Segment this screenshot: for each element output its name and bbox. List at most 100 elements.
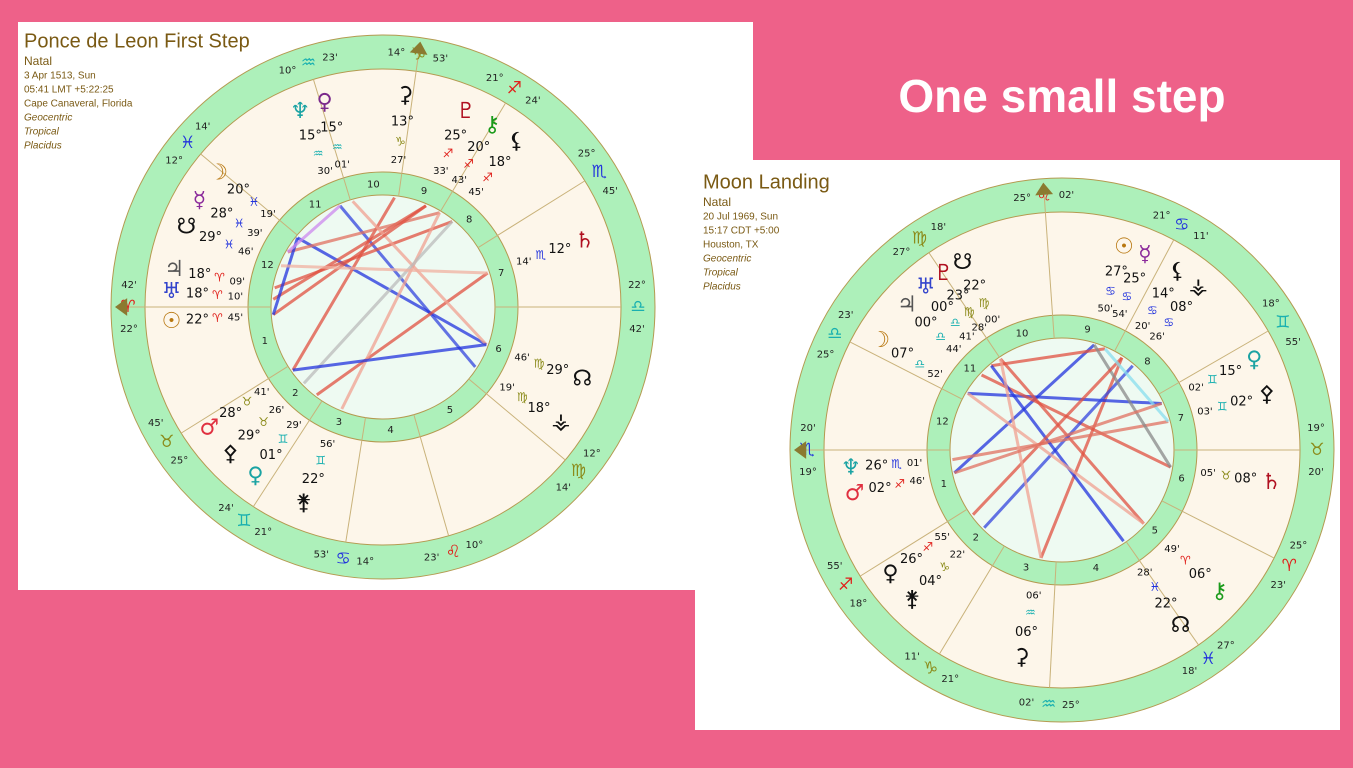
planet-sign: ♏ — [891, 457, 902, 471]
planet-degree: 00° — [931, 300, 954, 315]
cusp-sign: ♊ — [1275, 313, 1290, 333]
planet-glyph: ⚷ — [484, 112, 500, 137]
house-cusp-tick — [947, 508, 968, 522]
cusp-degree: 10° — [279, 66, 297, 77]
planet-degree: 22° — [1154, 597, 1177, 612]
planet-sign: ♍ — [979, 296, 990, 310]
cusp-sign: ♒ — [1041, 695, 1056, 715]
cusp-degree: 22° — [120, 324, 138, 335]
cusp-sign: ♎ — [827, 324, 842, 344]
planet-sign: ♐ — [922, 540, 933, 554]
planet-sign: ♐ — [894, 477, 905, 491]
planet-degree: 22° — [186, 312, 209, 327]
chart-type: Natal — [703, 195, 731, 209]
planet-minutes: 56' — [320, 439, 335, 450]
aspect-line — [999, 357, 1145, 525]
planet-sign: ♐ — [463, 157, 474, 171]
house-cusp-line — [1124, 239, 1175, 332]
house-cusp-line — [1182, 510, 1275, 559]
planet-minutes: 14' — [516, 256, 531, 267]
cusp-sign: ♍ — [571, 461, 586, 481]
planet-glyph: ⚴ — [1259, 382, 1275, 407]
planet-degree: 26° — [865, 459, 888, 474]
cusp-minutes: 55' — [827, 561, 842, 572]
planet-degree: 25° — [444, 128, 467, 143]
cusp-minutes: 24' — [218, 503, 233, 514]
house-cusp-line — [1178, 330, 1269, 383]
planet-glyph: ⚶ — [551, 409, 570, 434]
house-number: 11 — [964, 363, 977, 374]
planet-degree: 14° — [1152, 287, 1175, 302]
planet-degree: 01° — [260, 448, 283, 463]
planet-sign: ♈ — [212, 288, 223, 302]
house-cusp-tick — [279, 219, 298, 236]
cusp-degree: 25° — [170, 455, 188, 466]
cusp-sign: ♓ — [1201, 649, 1216, 669]
aspect-line — [340, 212, 441, 410]
cusp-minutes: 23' — [424, 552, 439, 563]
planet-degree: 18° — [489, 155, 512, 170]
planet-sign: ♓ — [224, 237, 235, 251]
house-cusp-line — [401, 47, 420, 174]
planet-glyph: ♃ — [897, 292, 917, 317]
planet-minutes: 02' — [1188, 382, 1203, 393]
cusp-degree: 19° — [1307, 423, 1325, 434]
chart-title: Ponce de Leon First Step — [24, 30, 250, 52]
planet-sign: ♋ — [1105, 284, 1116, 298]
cusp-minutes: 18' — [1182, 666, 1197, 677]
planet-minutes: 20' — [1135, 321, 1150, 332]
cusp-degree: 25° — [578, 149, 596, 160]
planet-minutes: 26' — [1149, 332, 1164, 343]
cusp-minutes: 45' — [148, 418, 163, 429]
chart-time: 15:17 CDT +5:00 — [703, 226, 780, 237]
house-number: 2 — [973, 533, 979, 544]
planet-sign: ♒ — [1025, 605, 1036, 619]
aspect-line — [1092, 344, 1172, 469]
house-cusp-line — [180, 378, 269, 434]
aspect-line — [983, 364, 1134, 529]
planet-minutes: 33' — [433, 166, 448, 177]
cusp-minutes: 14' — [556, 482, 571, 493]
house-number: 10 — [1016, 329, 1029, 340]
cusp-sign: ♒ — [301, 53, 316, 73]
planet-minutes: 30' — [317, 166, 332, 177]
planet-glyph: ☋ — [953, 250, 973, 275]
planet-sign: ♑ — [395, 134, 406, 148]
planet-minutes: 45' — [468, 187, 483, 198]
planet-glyph: ♆ — [841, 455, 861, 480]
planet-glyph: ♀ — [247, 463, 263, 488]
chart-date: 3 Apr 1513, Sun — [24, 71, 96, 82]
cusp-sign: ♊ — [236, 511, 251, 531]
cusp-sign: ♋ — [1174, 215, 1189, 235]
planet-minutes: 44' — [946, 344, 961, 355]
planet-sign: ♒ — [332, 140, 343, 154]
planet-degree: 26° — [900, 552, 923, 567]
house-cusp-tick — [398, 173, 403, 197]
house-number: 11 — [309, 199, 322, 210]
house-cusp-tick — [1114, 330, 1126, 352]
cusp-sign: ♉ — [159, 432, 174, 452]
house-number: 3 — [336, 417, 342, 428]
cusp-minutes: 20' — [1308, 467, 1323, 478]
cusp-minutes: 53' — [433, 54, 448, 65]
chart-setting: Geocentric — [24, 113, 72, 124]
planet-minutes: 41' — [959, 332, 974, 343]
cusp-degree: 12° — [165, 156, 183, 167]
aspect-line — [296, 236, 488, 346]
cusp-minutes: 53' — [314, 549, 329, 560]
planet-sign: ♒ — [313, 147, 324, 161]
planet-glyph: ☋ — [177, 215, 197, 240]
cusp-minutes: 14' — [195, 122, 210, 133]
house-cusp-tick — [413, 414, 421, 437]
cusp-degree: 25° — [1013, 193, 1031, 204]
planet-sign: ♍ — [517, 390, 528, 404]
cusp-degree: 19° — [799, 467, 817, 478]
planet-minutes: 03' — [1197, 407, 1212, 418]
planet-glyph: ☉ — [162, 309, 182, 334]
planet-degree: 08° — [1170, 300, 1193, 315]
chart-type: Natal — [24, 54, 52, 68]
angle-arrow — [794, 441, 807, 459]
house-cusp-tick — [1054, 561, 1057, 585]
house-cusp-tick — [1158, 382, 1180, 395]
aspect-line — [271, 237, 299, 316]
